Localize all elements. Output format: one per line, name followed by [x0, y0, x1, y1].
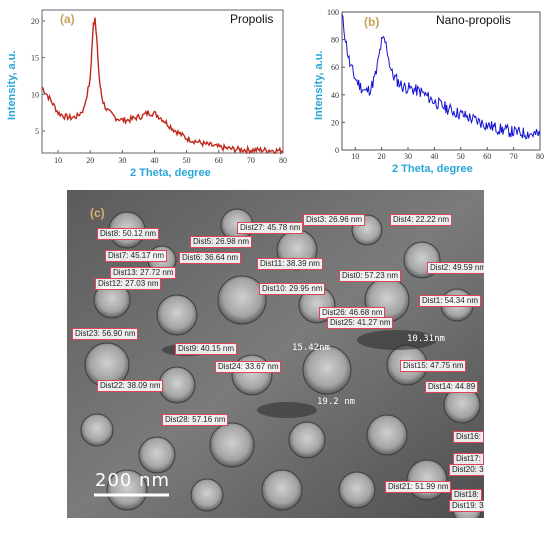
chart-a-plot: 10 20 30 40 50 60 70 80 20 15 10 5 [31, 9, 287, 165]
measure-label: Dist1: 54.34 nm [419, 295, 482, 307]
panel-c-label: (c) [90, 206, 105, 220]
y-tick-label: 60 [331, 63, 339, 72]
series-line [41, 17, 284, 155]
scale-bar-label: 200 nm [95, 470, 171, 491]
measure-label: Dist21: 51.99 nm [385, 481, 452, 493]
y-tick-label: 20 [31, 17, 39, 26]
inline-measure-2: 10.31nm [407, 334, 445, 344]
panel-a-ylabel: Intensity, a.u. [6, 50, 18, 120]
x-tick-label: 80 [279, 156, 287, 165]
measure-label: Dist2: 49.59 nm [427, 262, 484, 274]
measure-label: Dist4: 22.22 nm [390, 214, 453, 226]
measure-label: Dist10: 29.95 nm [259, 283, 326, 295]
y-tick-label: 15 [31, 54, 39, 63]
panel-a-xlabel: 2 Theta, degree [130, 167, 211, 179]
x-tick-label: 30 [118, 156, 126, 165]
x-tick-label: 20 [378, 152, 386, 161]
inline-measure-1: 15.42nm [292, 343, 330, 353]
panel-b-ylabel: Intensity, a.u. [313, 50, 325, 120]
measure-label: Dist9: 40.15 nm [175, 343, 238, 355]
measure-label: Dist13: 27.72 nm [110, 267, 177, 279]
y-tick-label: 0 [335, 146, 339, 155]
panel-b-xlabel: 2 Theta, degree [392, 163, 473, 175]
plot-frame [341, 11, 541, 151]
measure-label: Dist7: 45.17 nm [105, 250, 168, 262]
panel-b-label: (b) [364, 15, 380, 29]
measure-label: Dist20: 35.4 [449, 464, 484, 476]
measure-label: Dist11: 38.39 nm [257, 258, 323, 270]
tem-micrograph: (c) 200 nm 15.42nm 10.31nm 19.2 nm Dist8… [67, 190, 484, 518]
x-tick-label: 10 [351, 152, 359, 161]
measure-label: Dist22: 38.09 nm [97, 380, 164, 392]
measure-label: Dist5: 26.98 nm [190, 236, 253, 248]
measure-label: Dist0: 57.23 nm [339, 270, 402, 282]
x-tick-label: 60 [215, 156, 223, 165]
x-tick-label: 70 [247, 156, 255, 165]
measure-label: Dist27: 45.78 nm [237, 222, 304, 234]
x-tick-label: 10 [54, 156, 62, 165]
x-tick-label: 60 [483, 152, 491, 161]
measure-label: Dist6: 36.64 nm [179, 252, 242, 264]
measure-label: Dist15: 47.75 nm [400, 360, 467, 372]
measure-label: Dist25: 41.27 nm [327, 317, 394, 329]
measure-label: Dist23: 56.90 nm [72, 328, 139, 340]
x-tick-label: 70 [510, 152, 518, 161]
measure-label: Dist14: 44.89 [425, 381, 479, 393]
plot-frame [41, 9, 284, 154]
y-tick-label: 10 [31, 90, 39, 99]
measure-label: Dist16: [453, 431, 484, 443]
y-tick-label: 80 [331, 36, 339, 45]
panel-a-label: (a) [60, 12, 75, 26]
x-tick-label: 50 [457, 152, 465, 161]
x-tick-label: 40 [430, 152, 438, 161]
y-tick-label: 40 [331, 91, 339, 100]
y-tick-label: 5 [35, 127, 39, 136]
x-tick-label: 30 [404, 152, 412, 161]
measure-label: Dist8: 50.12 nm [97, 228, 160, 240]
measure-label: Dist19: 3 [449, 500, 484, 512]
x-tick-label: 40 [150, 156, 158, 165]
measure-label: Dist24: 33.67 nm [215, 361, 282, 373]
x-tick-label: 50 [183, 156, 191, 165]
inline-measure-3: 19.2 nm [317, 397, 355, 407]
measure-label: Dist28: 57.16 nm [162, 414, 229, 426]
y-tick-label: 100 [327, 8, 339, 17]
panel-a-title: Propolis [230, 12, 274, 26]
series-line [341, 14, 541, 140]
measure-label: Dist3: 26.96 nm [303, 214, 366, 226]
y-tick-label: 20 [331, 118, 339, 127]
chart-b-plot: 10 20 30 40 50 60 70 80 0 20 40 60 80 100 [327, 8, 544, 161]
panel-b-title: Nano-propolis [436, 13, 511, 27]
x-tick-label: 80 [536, 152, 544, 161]
measure-label: Dist12: 27.03 nm [95, 278, 162, 290]
x-tick-label: 20 [86, 156, 94, 165]
